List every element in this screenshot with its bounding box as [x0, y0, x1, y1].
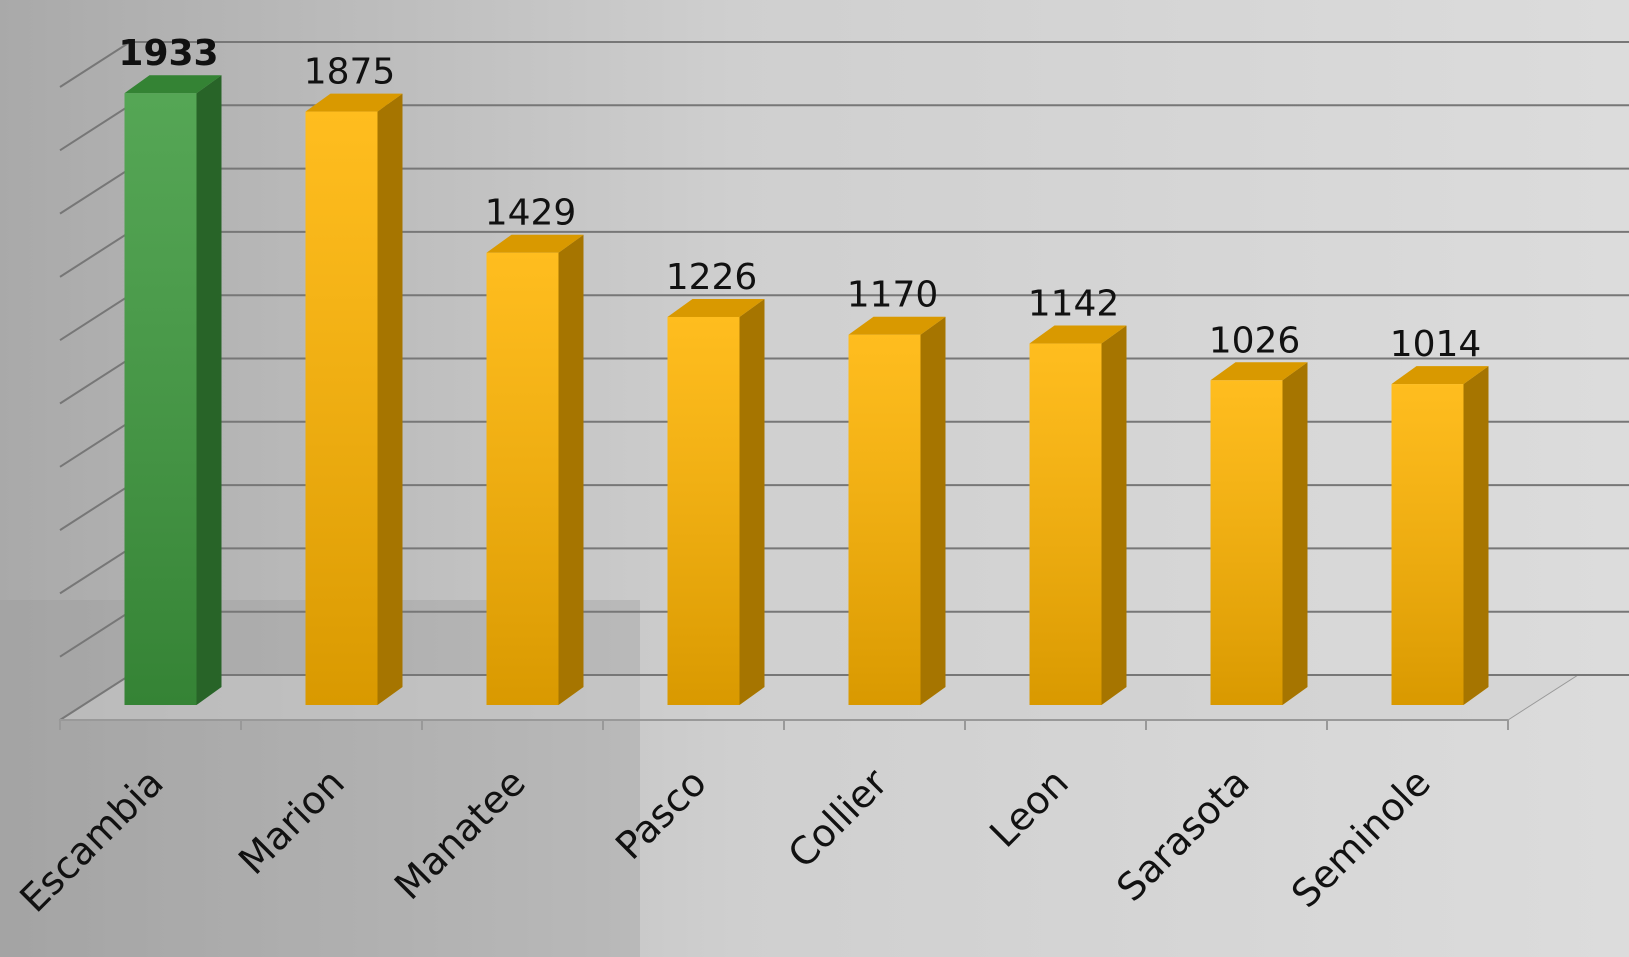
- bar-top-shade: [486, 234, 584, 253]
- bar-shade: [486, 252, 559, 705]
- bar-shade: [667, 316, 740, 705]
- bar-top: [1391, 366, 1489, 385]
- bar-side-shade: [739, 298, 765, 705]
- bar-side: [920, 316, 946, 705]
- bar-side: [739, 298, 765, 705]
- bar-top-shade: [1391, 366, 1489, 385]
- grid-line: [59, 41, 1629, 88]
- bar-side: [558, 234, 584, 705]
- value-label: 1875: [304, 52, 396, 93]
- bar-side-shade: [558, 234, 584, 705]
- bar-top-shade: [305, 93, 403, 112]
- bar-side: [1101, 325, 1127, 705]
- bar-side: [377, 93, 403, 705]
- bar-top-shade: [124, 75, 222, 94]
- bar-top: [1210, 362, 1308, 381]
- bar-shade: [1210, 380, 1283, 705]
- bar-top: [486, 234, 584, 253]
- bar-shade: [124, 93, 197, 705]
- bar-side-shade: [1282, 362, 1308, 705]
- bar-side: [1463, 366, 1489, 705]
- bar-top: [1029, 325, 1127, 344]
- value-label: 1933: [118, 33, 218, 74]
- bar-side-shade: [377, 93, 403, 705]
- value-label: 1026: [1209, 320, 1301, 361]
- bar-top: [124, 75, 222, 94]
- bar-top: [667, 298, 765, 317]
- value-label: 1142: [1028, 284, 1120, 325]
- bar-shade: [1391, 384, 1464, 705]
- bar-side-shade: [1101, 325, 1127, 705]
- bar-top-shade: [1029, 325, 1127, 344]
- bar-shade: [1029, 343, 1102, 705]
- value-label: 1014: [1390, 324, 1482, 365]
- value-label: 1226: [666, 257, 758, 298]
- floor: [58, 674, 1580, 721]
- bar-side-shade: [196, 75, 222, 705]
- value-label: 1170: [847, 275, 939, 316]
- bar-side: [1282, 362, 1308, 705]
- bar-side: [196, 75, 222, 705]
- bar-top: [848, 316, 946, 335]
- bar-side-shade: [1463, 366, 1489, 705]
- bar-top-shade: [667, 298, 765, 317]
- bar-top: [305, 93, 403, 112]
- value-label: 1429: [485, 193, 577, 234]
- bar-side-shade: [920, 316, 946, 705]
- bar-top-shade: [1210, 362, 1308, 381]
- bar-top-shade: [848, 316, 946, 335]
- bar-shade: [848, 334, 921, 705]
- bar-shade: [305, 111, 378, 705]
